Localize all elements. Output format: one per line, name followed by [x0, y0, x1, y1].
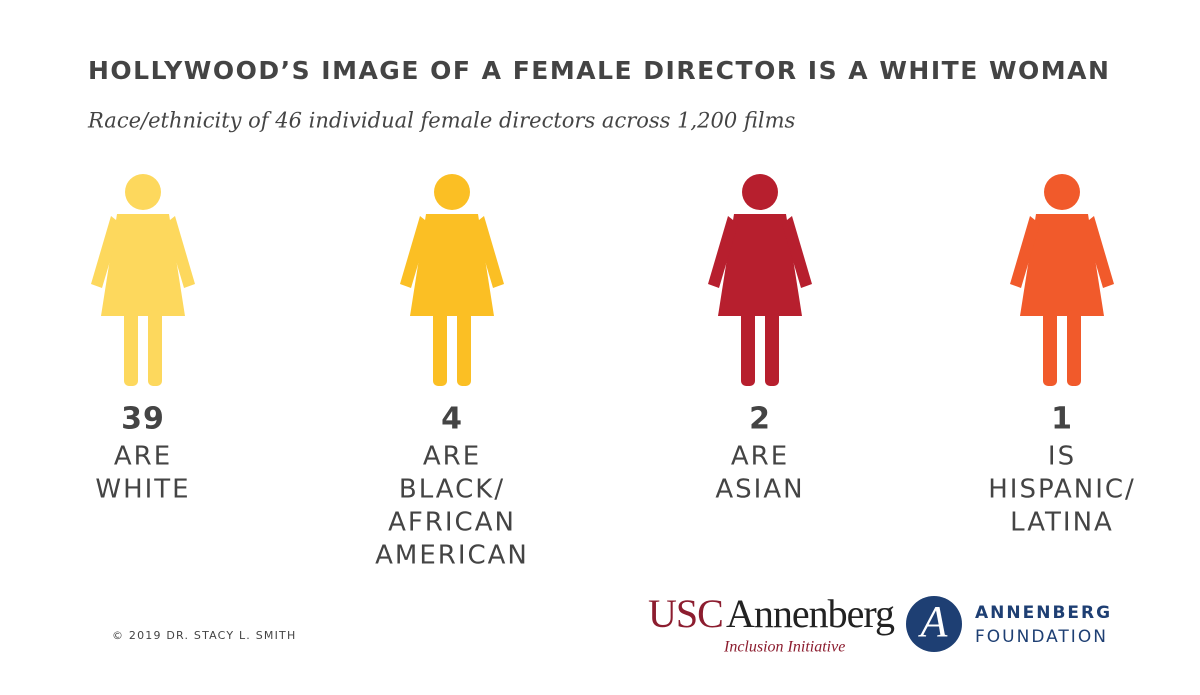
label-line: LATINA [1010, 508, 1114, 538]
icon-leg [457, 310, 471, 386]
icon-leg [433, 310, 447, 386]
icon-arm [474, 216, 504, 288]
icon-head [434, 174, 470, 210]
icon-leg [741, 310, 755, 386]
icon-arm [400, 216, 430, 288]
icon-dress [718, 214, 802, 316]
person-icon [91, 174, 195, 386]
label-line: AMERICAN [375, 541, 529, 571]
icon-dress [410, 214, 494, 316]
foundation-logo: A ANNENBERG FOUNDATION [906, 596, 1112, 652]
icon-head [742, 174, 778, 210]
items: 39AREWHITE4AREBLACK/AFRICANAMERICAN2AREA… [91, 174, 1136, 571]
foundation-line2: FOUNDATION [975, 627, 1108, 647]
icon-arm [1010, 216, 1040, 288]
subtitle: Race/ethnicity of 46 individual female d… [87, 109, 796, 133]
count: 2 [749, 402, 771, 437]
icon-arm [165, 216, 195, 288]
icon-head [125, 174, 161, 210]
annenberg-text: Annenberg [726, 591, 895, 636]
foundation-emblem [906, 596, 962, 652]
icon-leg [124, 310, 138, 386]
icon-arm [708, 216, 738, 288]
foundation-line1: ANNENBERG [975, 603, 1112, 623]
label-line: ASIAN [715, 475, 804, 505]
icon-leg [765, 310, 779, 386]
foundation-letter: A [918, 597, 949, 646]
label-line: ARE [114, 442, 172, 472]
label-line: ARE [423, 442, 481, 472]
icon-arm [91, 216, 121, 288]
icon-arm [782, 216, 812, 288]
icon-dress [1020, 214, 1104, 316]
title: HOLLYWOOD’S IMAGE OF A FEMALE DIRECTOR I… [88, 56, 1110, 85]
person-icon [400, 174, 504, 386]
icon-arm [1084, 216, 1114, 288]
count: 1 [1051, 402, 1073, 437]
label-line: WHITE [95, 475, 190, 505]
usc-text: USC [648, 591, 723, 636]
person-icon [1010, 174, 1114, 386]
label-line: HISPANIC/ [988, 475, 1136, 505]
icon-dress [101, 214, 185, 316]
label-line: IS [1048, 442, 1076, 472]
label-line: BLACK/ [399, 475, 505, 505]
icon-leg [1043, 310, 1057, 386]
icon-head [1044, 174, 1080, 210]
copyright: © 2019 DR. STACY L. SMITH [112, 629, 296, 642]
label-line: ARE [731, 442, 789, 472]
person-icon [708, 174, 812, 386]
icon-leg [148, 310, 162, 386]
count: 39 [121, 402, 165, 437]
count: 4 [441, 402, 463, 437]
label-line: AFRICAN [388, 508, 516, 538]
initiative-text: Inclusion Initiative [723, 639, 845, 656]
icon-leg [1067, 310, 1081, 386]
usc-logo: USC Annenberg Inclusion Initiative [648, 591, 896, 656]
